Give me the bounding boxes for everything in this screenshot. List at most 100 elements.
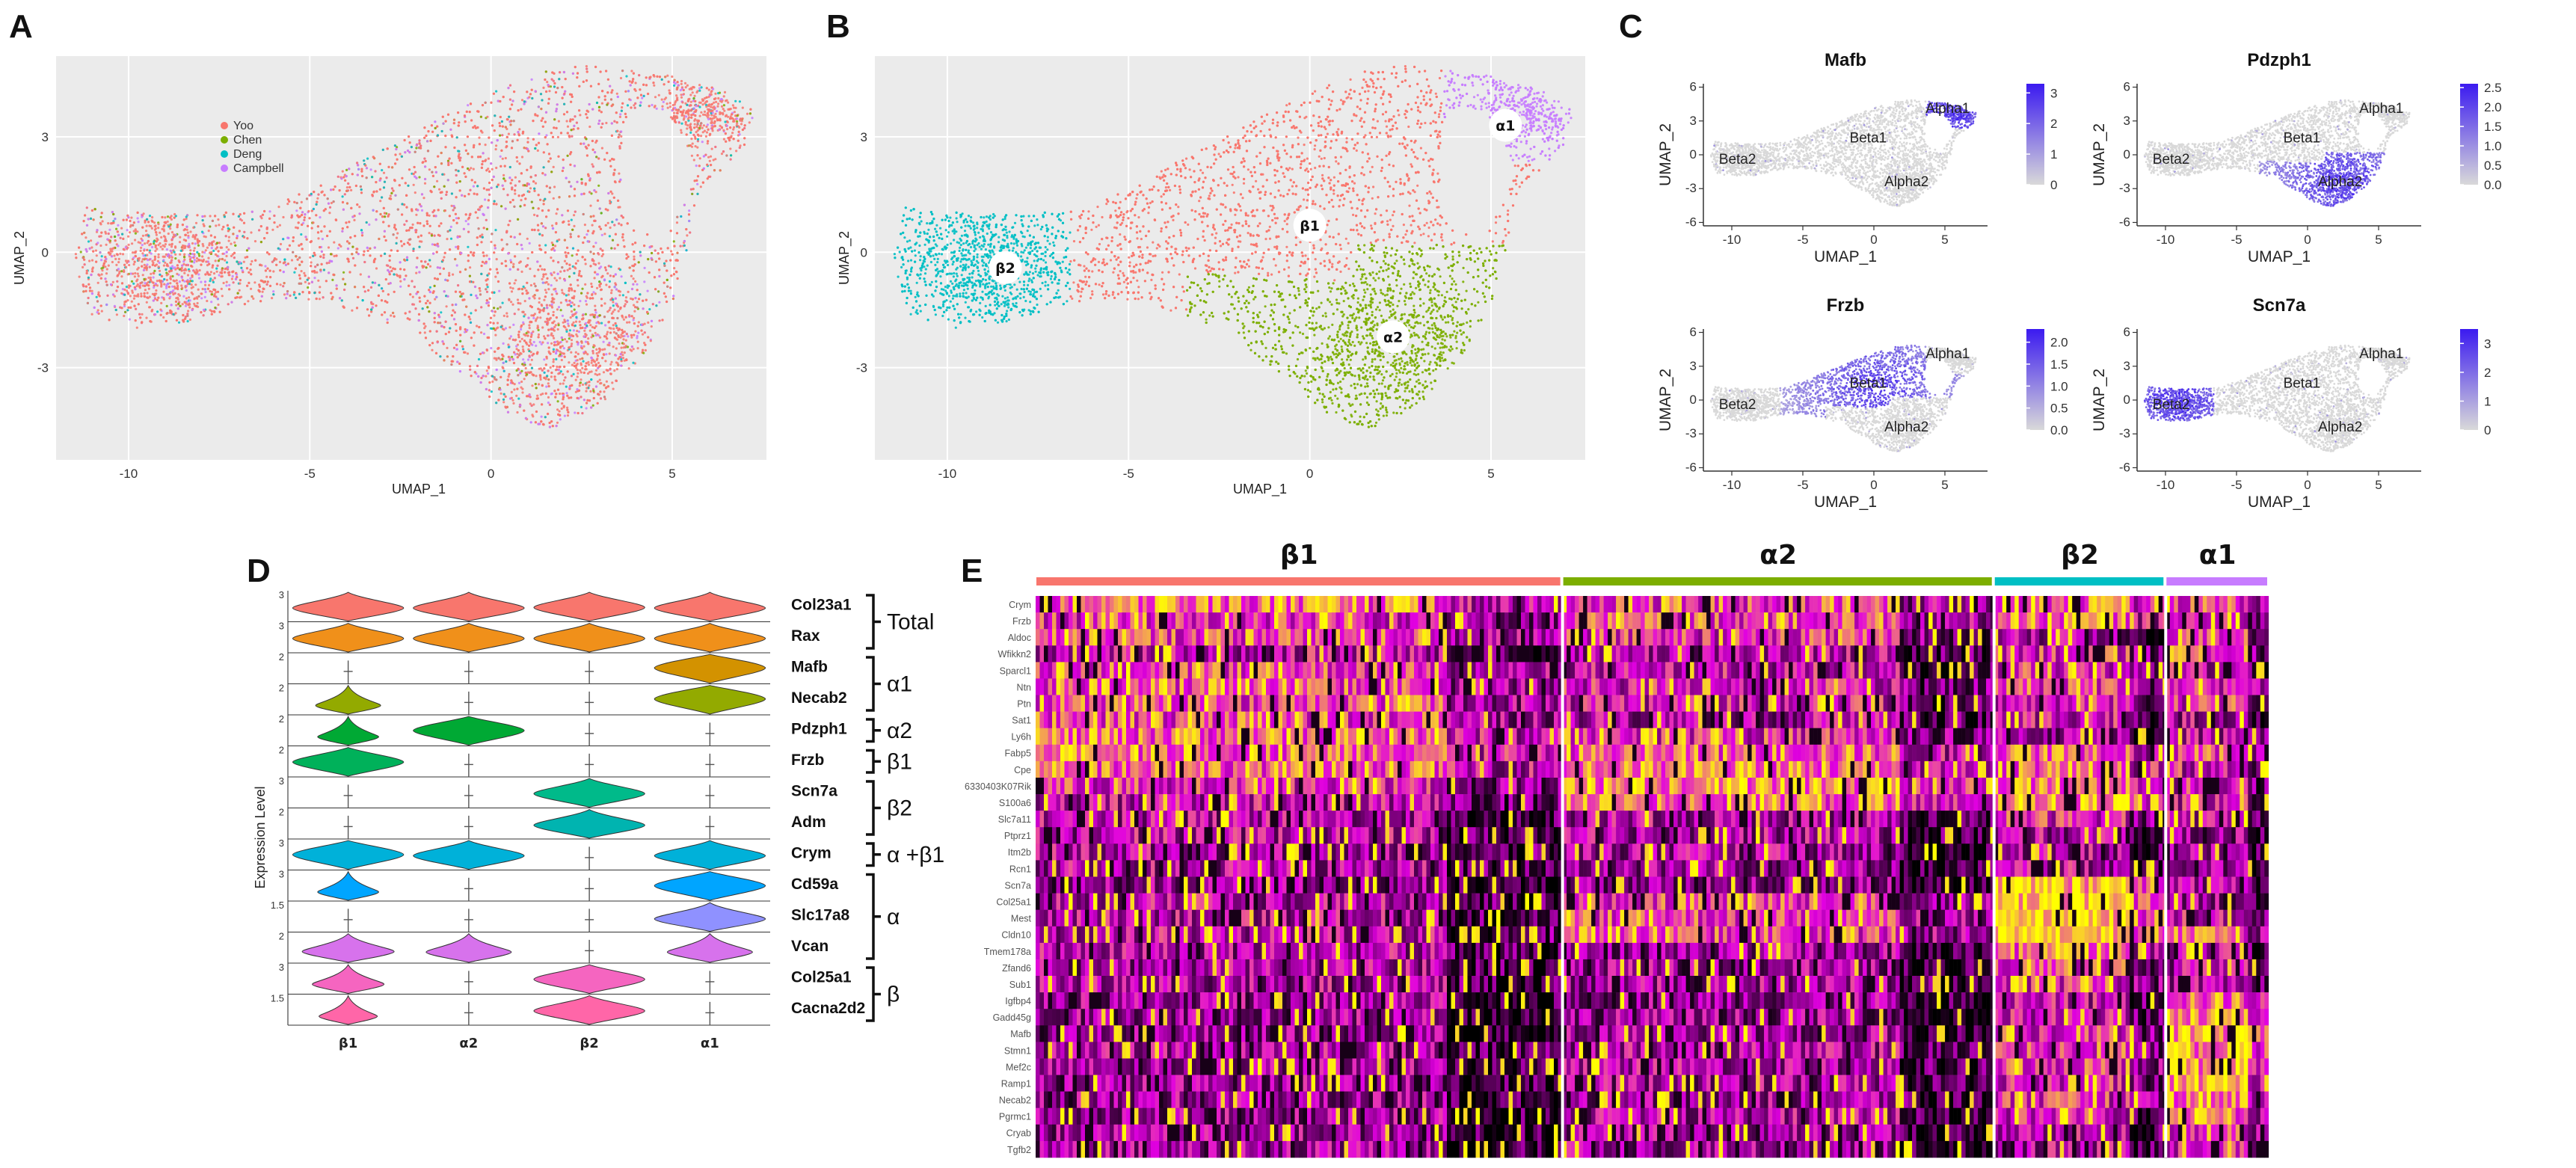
data-point	[528, 96, 530, 98]
data-point	[488, 158, 490, 160]
data-point	[627, 291, 630, 293]
data-point	[594, 242, 597, 244]
data-point	[179, 236, 181, 239]
data-point	[558, 120, 560, 123]
data-point	[151, 246, 153, 248]
data-point	[399, 286, 402, 288]
data-point	[446, 238, 448, 240]
data-point	[575, 321, 577, 323]
data-point	[337, 247, 339, 249]
data-point	[609, 280, 611, 283]
data-point	[317, 237, 319, 239]
data-point	[651, 325, 653, 328]
data-point	[601, 234, 603, 236]
data-point	[455, 246, 457, 248]
data-point	[585, 233, 588, 236]
data-point	[428, 232, 431, 234]
data-point	[448, 272, 450, 274]
data-point	[387, 319, 389, 321]
data-point	[531, 79, 533, 81]
data-point	[317, 280, 319, 282]
data-point	[546, 81, 548, 83]
panel-letter-a: A	[9, 8, 33, 45]
data-point	[553, 185, 556, 188]
data-point	[567, 414, 569, 417]
data-point	[585, 304, 588, 306]
data-point	[529, 242, 531, 245]
data-point	[616, 93, 618, 95]
data-point	[440, 311, 442, 313]
data-point	[751, 117, 753, 119]
data-point	[634, 331, 636, 333]
data-point	[545, 386, 547, 388]
data-point	[415, 214, 417, 216]
data-point	[692, 143, 694, 145]
data-point	[742, 107, 744, 109]
data-point	[467, 104, 469, 106]
data-point	[630, 70, 633, 72]
data-point	[644, 323, 646, 325]
data-point	[701, 141, 704, 143]
data-point	[309, 256, 311, 259]
data-point	[486, 369, 488, 372]
data-point	[342, 271, 345, 274]
data-point	[517, 308, 520, 310]
data-point	[544, 282, 547, 284]
data-point	[438, 188, 440, 191]
data-point	[465, 220, 467, 222]
data-point	[412, 296, 414, 298]
data-point	[521, 156, 523, 158]
data-point	[611, 192, 613, 194]
data-point	[239, 289, 241, 292]
data-point	[532, 403, 535, 405]
data-point	[514, 176, 517, 179]
data-point	[553, 166, 555, 168]
data-point	[189, 277, 191, 280]
data-point	[555, 223, 557, 225]
data-point	[696, 183, 698, 185]
data-point	[491, 168, 494, 170]
data-point	[346, 186, 348, 188]
data-point	[450, 238, 452, 240]
data-point	[421, 209, 423, 212]
data-point	[145, 317, 147, 319]
data-point	[271, 297, 273, 299]
data-point	[316, 197, 319, 200]
data-point	[591, 163, 593, 165]
data-point	[486, 116, 488, 118]
data-point	[342, 195, 344, 197]
data-point	[473, 168, 475, 170]
data-point	[520, 199, 522, 201]
data-point	[322, 238, 324, 240]
data-point	[467, 246, 469, 248]
data-point	[379, 200, 381, 202]
data-point	[84, 236, 87, 239]
data-point	[597, 185, 600, 187]
data-point	[342, 170, 344, 173]
data-point	[625, 339, 627, 342]
data-point	[351, 310, 353, 312]
data-point	[484, 198, 486, 200]
data-point	[429, 286, 431, 289]
panel-letter-c: C	[1619, 8, 1643, 45]
data-point	[715, 101, 717, 103]
data-point	[390, 194, 392, 197]
data-point	[688, 209, 690, 212]
data-point	[518, 128, 520, 130]
data-point	[185, 305, 187, 307]
data-point	[579, 114, 581, 116]
data-point	[307, 286, 309, 289]
data-point	[609, 200, 611, 202]
data-point	[605, 122, 607, 124]
data-point	[494, 276, 497, 278]
data-point	[399, 280, 402, 283]
data-point	[621, 106, 623, 108]
data-point	[79, 276, 81, 278]
data-point	[526, 238, 529, 240]
data-point	[559, 410, 561, 412]
data-point	[601, 102, 603, 105]
data-point	[502, 158, 504, 160]
data-point	[571, 254, 574, 256]
data-point	[262, 291, 264, 293]
data-point	[727, 102, 729, 104]
